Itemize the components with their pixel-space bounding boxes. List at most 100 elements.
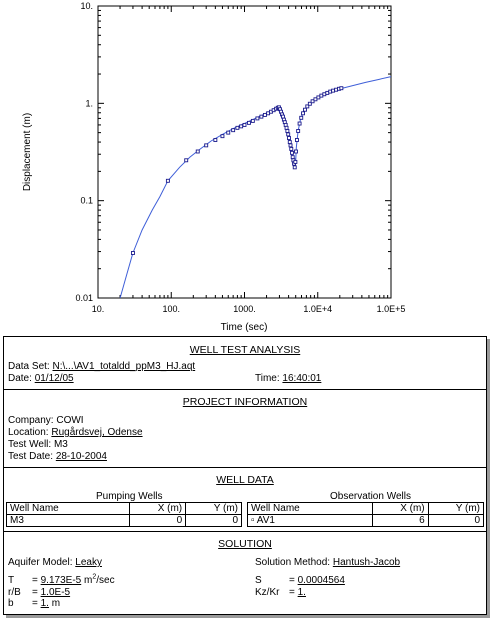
divider: [4, 531, 486, 532]
data-point: [289, 146, 294, 151]
param-KzKr-value: 1.: [297, 587, 306, 598]
date-row: Date: 01/12/05: [8, 373, 74, 385]
param-rB-row: = 1.0E-5: [32, 587, 70, 599]
param-T-value: 9.173E-5: [40, 575, 82, 586]
data-point: [294, 149, 298, 154]
col-y: Y (m): [427, 502, 485, 515]
data-point: [250, 118, 255, 123]
data-point: [307, 101, 312, 106]
param-T-row: = 9.173E-5 m2/sec: [32, 573, 115, 587]
fitted-curve: [119, 76, 392, 299]
data-point: [262, 112, 267, 117]
param-S-label: S: [255, 575, 262, 586]
data-point: [290, 155, 295, 160]
data-point: [293, 159, 298, 164]
log-log-chart: 10. 100. 1000. 1.0E+4 1.0E+5 0.01 0.1 1. 10. Ti…: [22, 1, 406, 333]
col-well-name: Well Name: [6, 502, 130, 515]
test-well-label: Test Well:: [8, 439, 52, 450]
solution-method-value: Hantush-Jacob: [332, 557, 401, 568]
unit-exponent: 2: [92, 573, 97, 581]
y-tick-labels: 0.01 0.1 1. 10.: [75, 1, 93, 303]
data-point: [287, 140, 292, 145]
data-point: [195, 149, 200, 154]
test-date-label: Test Date:: [8, 451, 54, 462]
pumping-wells-title: Pumping Wells: [96, 491, 163, 502]
observation-well-name: AV1: [256, 515, 275, 526]
param-rB-label: r/B: [8, 587, 21, 598]
param-rB-value: 1.0E-5: [40, 587, 71, 598]
table-header-row: Well Name X (m) Y (m): [247, 502, 485, 515]
observation-well-y: 0: [427, 514, 485, 527]
param-T-unit: m2/sec: [84, 573, 115, 586]
aquifer-model-label: Aquifer Model:: [8, 557, 73, 568]
data-point: [259, 114, 264, 119]
pumping-wells-table: Well Name X (m) Y (m) M3 0 0: [6, 502, 242, 527]
data-point: [286, 132, 291, 137]
data-point: [299, 115, 304, 120]
equals-sign: =: [289, 587, 295, 598]
data-point: [235, 125, 240, 130]
square-marker-icon: ▫: [251, 515, 255, 526]
aquifer-model-value: Leaky: [75, 557, 102, 568]
minor-ticks: [98, 6, 391, 298]
param-b-label: b: [8, 598, 14, 609]
y-tick-label: 1.: [85, 98, 93, 108]
location-label: Location:: [8, 427, 49, 438]
observed-points: [130, 86, 344, 255]
data-point: [339, 86, 344, 91]
data-point: [213, 138, 218, 142]
pumping-well-name: M3: [6, 514, 130, 527]
data-point: [305, 104, 310, 109]
table-row: ▫ AV1 6 0: [247, 514, 485, 527]
time-row: Time: 16:40:01: [255, 373, 321, 385]
observation-wells-table: Well Name X (m) Y (m) ▫ AV1 6 0: [247, 502, 485, 527]
data-set-row: Data Set: N:\...\AV1_totaldd_ppM3_HJ.aqt: [8, 361, 195, 373]
test-date-row: Test Date: 28-10-2004: [8, 451, 107, 463]
date-value: 01/12/05: [34, 373, 74, 384]
pumping-well-y: 0: [185, 514, 242, 527]
x-tick-label: 1.0E+5: [377, 304, 406, 314]
test-date-value: 28-10-2004: [55, 451, 107, 462]
data-point: [285, 129, 290, 133]
param-S-value: 0.0004564: [297, 575, 345, 586]
data-point: [292, 165, 297, 170]
equals-sign: =: [32, 598, 38, 609]
project-title: PROJECT INFORMATION: [182, 396, 308, 408]
data-point: [231, 128, 236, 133]
data-point: [284, 125, 289, 130]
x-tick-label: 10.: [92, 304, 105, 314]
col-well-name: Well Name: [247, 502, 373, 515]
y-tick-label: 0.01: [75, 293, 93, 303]
plot-frame: [97, 5, 392, 299]
data-point: [290, 150, 294, 155]
x-tick-label: 100.: [162, 304, 180, 314]
observation-well-cell: ▫ AV1: [247, 514, 373, 527]
data-point: [220, 134, 225, 139]
data-point: [246, 120, 251, 125]
y-axis-label: Displacement (m): [22, 113, 33, 191]
x-tick-label: 1.0E+4: [303, 304, 332, 314]
data-point: [130, 251, 135, 255]
data-set-label: Data Set:: [8, 361, 50, 372]
time-value: 16:40:01: [282, 373, 322, 384]
data-point: [288, 143, 293, 148]
param-b-value: 1.: [40, 598, 49, 609]
data-point: [296, 129, 301, 133]
test-well-value: M3: [53, 439, 68, 450]
col-y: Y (m): [185, 502, 242, 515]
data-point: [303, 107, 307, 112]
param-b-row: = 1. m: [32, 598, 60, 610]
pumping-well-x: 0: [128, 514, 187, 527]
solution-method-row: Solution Method: Hantush-Jacob: [255, 557, 400, 569]
date-label: Date:: [8, 373, 32, 384]
observation-well-x: 6: [372, 514, 429, 527]
solution-title: SOLUTION: [218, 538, 272, 550]
observation-wells-title: Observation Wells: [330, 491, 411, 502]
company-row: Company: COWI: [8, 415, 84, 427]
unit-tail: /sec: [96, 575, 115, 586]
data-point: [301, 111, 306, 116]
company-value: COWI: [56, 415, 84, 426]
param-T-label: T: [8, 575, 15, 586]
data-point: [184, 158, 189, 163]
data-point: [297, 121, 302, 126]
